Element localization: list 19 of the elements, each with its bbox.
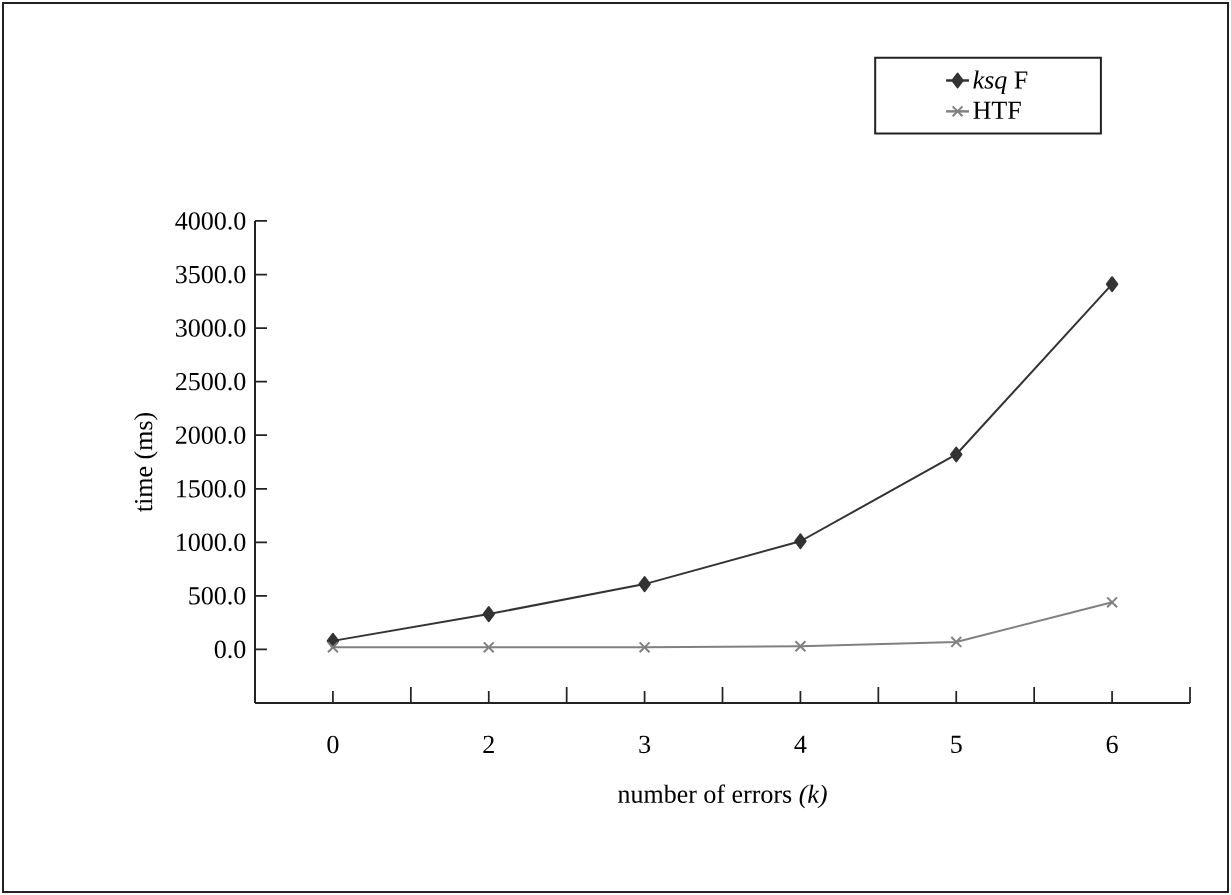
x-axis-title: number of errors (k) bbox=[618, 784, 827, 809]
y-tick-label: 500.0 bbox=[189, 587, 246, 605]
x-tick-label: 5 bbox=[951, 735, 962, 753]
legend-label: HTF bbox=[973, 101, 1021, 119]
x-tick-label: 2 bbox=[483, 735, 494, 753]
y-tick-label: 0.0 bbox=[214, 640, 246, 659]
x-tick-label: 3 bbox=[639, 735, 651, 754]
legend-label: ksq F bbox=[973, 70, 1028, 95]
y-tick-label: 1500.0 bbox=[177, 479, 246, 498]
y-tick-label: 4000.0 bbox=[175, 212, 246, 230]
x-tick-label: 0 bbox=[327, 735, 339, 754]
x-tick-label: 4 bbox=[794, 735, 807, 753]
y-axis-title: time (ms) bbox=[134, 412, 158, 512]
x-tick-label: 6 bbox=[1106, 735, 1118, 754]
y-tick-label: 3000.0 bbox=[176, 319, 246, 337]
y-tick-label: 3500.0 bbox=[176, 265, 246, 284]
y-tick-label: 2000.0 bbox=[175, 426, 246, 445]
y-tick-label: 2500.0 bbox=[175, 372, 246, 391]
y-tick-label: 1000.0 bbox=[177, 533, 246, 552]
